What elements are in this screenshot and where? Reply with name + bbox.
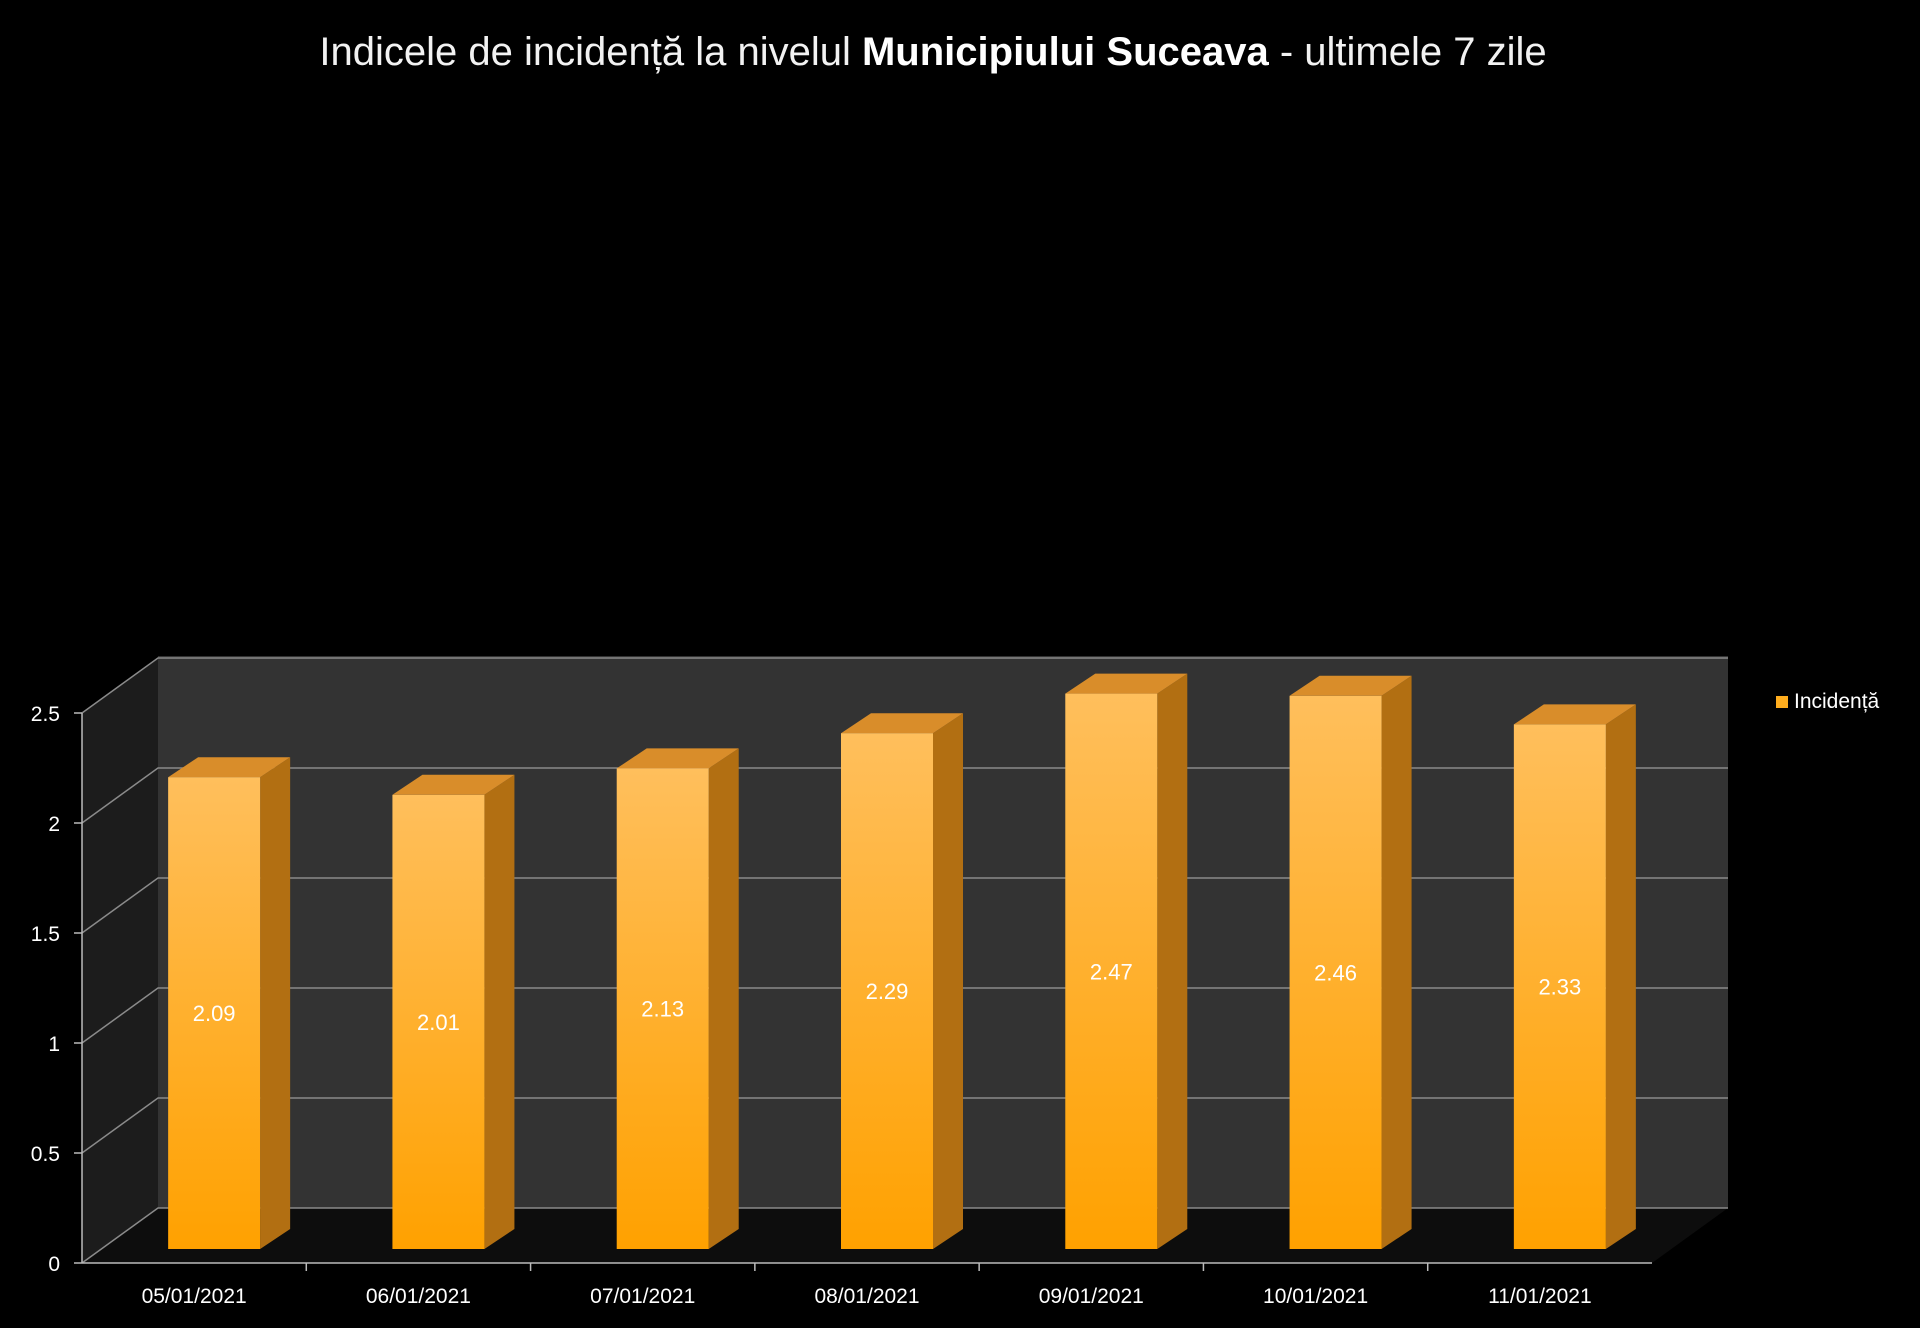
- y-tick-label: 1.5: [31, 923, 60, 946]
- bar-front: [392, 794, 485, 1249]
- bar-side: [1157, 673, 1188, 1249]
- bar: [1065, 673, 1188, 1249]
- title-bold: Municipiului Suceava: [861, 30, 1269, 74]
- data-label: 2.01: [417, 1010, 460, 1035]
- data-label: 2.13: [641, 997, 684, 1022]
- data-label: 2.46: [1314, 960, 1357, 985]
- x-tick-label: 06/01/2021: [366, 1285, 471, 1308]
- y-tick-label: 0.5: [31, 1143, 60, 1166]
- data-label: 2.29: [866, 979, 909, 1004]
- legend-label: Incidență: [1794, 690, 1880, 713]
- bar: [1289, 675, 1412, 1249]
- data-label: 2.47: [1090, 959, 1133, 984]
- bar-top: [1289, 675, 1412, 696]
- bar-front: [1289, 695, 1382, 1249]
- bar-top: [1513, 704, 1636, 725]
- bar-front: [841, 733, 933, 1249]
- bar-top: [168, 757, 291, 778]
- title-suffix: - ultimele 7 zile: [1268, 30, 1547, 74]
- x-tick-label: 07/01/2021: [590, 1285, 695, 1308]
- bar-side: [933, 713, 963, 1249]
- labels: 2.09 05/01/2021 2.01 06/01/2021 2.13 07/01/20…: [142, 959, 1592, 1308]
- bar-front: [1065, 693, 1158, 1249]
- bar-top: [841, 713, 963, 734]
- bar: [168, 757, 291, 1249]
- bar-side: [708, 748, 739, 1249]
- y-tick-label: 1: [48, 1033, 60, 1056]
- bar-front: [616, 768, 709, 1249]
- x-tick-label: 11/01/2021: [1488, 1285, 1592, 1308]
- bar-side: [1381, 675, 1412, 1249]
- title-prefix: Indicele de incidență la nivelul: [319, 30, 862, 74]
- legend-swatch: [1776, 696, 1788, 708]
- axes: 0 0.5 1 1.5 2 2.5: [31, 703, 1652, 1276]
- chart-title: Indicele de incidență la nivelul Municip…: [0, 30, 1866, 75]
- gridlines: [81, 657, 1728, 1264]
- gridline: [81, 877, 1728, 934]
- x-tick-label: 08/01/2021: [814, 1285, 919, 1308]
- data-label: 2.33: [1538, 975, 1581, 1000]
- y-tick-label: 2.5: [31, 703, 60, 726]
- bar-front: [1513, 724, 1606, 1249]
- y-tick-label: 0: [48, 1253, 60, 1276]
- bar: [392, 774, 515, 1249]
- bar-top: [392, 774, 515, 795]
- data-label: 2.09: [193, 1001, 236, 1026]
- y-tick-label: 2: [48, 813, 60, 836]
- gridline: [81, 1097, 1728, 1154]
- x-tick-label: 05/01/2021: [142, 1285, 247, 1308]
- x-tick-label: 09/01/2021: [1039, 1285, 1144, 1308]
- gridline: [81, 987, 1728, 1044]
- bar-side: [484, 774, 515, 1249]
- bars: [168, 673, 1636, 1249]
- bar-side: [260, 757, 291, 1249]
- gridline: [81, 1207, 1728, 1264]
- bar-top: [616, 748, 739, 769]
- bar: [616, 748, 739, 1249]
- bar-top: [1065, 673, 1188, 694]
- bar: [841, 713, 963, 1249]
- legend: Incidență: [1776, 690, 1879, 714]
- bar-front: [168, 777, 261, 1249]
- bar: [1513, 704, 1636, 1249]
- bar-side: [1605, 704, 1636, 1249]
- side-wall: [82, 658, 158, 1263]
- gridline: [81, 767, 1728, 824]
- gridline: [81, 657, 1728, 714]
- x-tick-label: 10/01/2021: [1263, 1285, 1368, 1308]
